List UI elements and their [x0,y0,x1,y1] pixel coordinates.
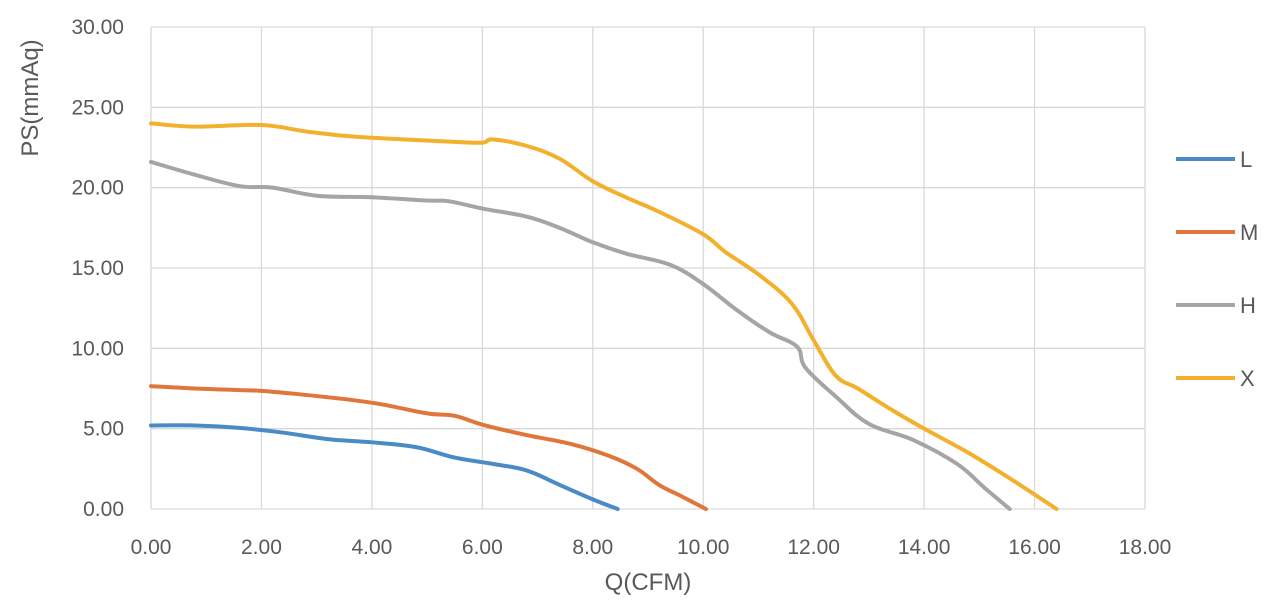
x-tick-label: 10.00 [677,536,730,559]
series-line-l [149,423,620,511]
series-line-m [149,384,708,511]
legend-label-x: X [1240,366,1255,391]
x-tick-label: 14.00 [898,536,951,559]
series-line-h [149,159,1012,511]
x-tick-label: 4.00 [351,536,392,559]
y-tick-label: 30.00 [71,16,124,39]
y-tick-label: 5.00 [83,418,124,441]
x-tick-label: 0.00 [131,536,172,559]
y-tick-label: 25.00 [71,96,124,119]
x-tick-label: 12.00 [787,536,840,559]
x-tick-label: 8.00 [572,536,613,559]
legend-label-m: M [1240,220,1258,245]
y-tick-label: 15.00 [71,257,124,280]
legend-label-h: H [1240,293,1256,318]
x-tick-label: 6.00 [462,536,503,559]
x-axis-title: Q(CFM) [605,569,692,596]
y-axis-ticks: 0.00 5.00 10.00 15.00 20.00 25.00 30.00 [71,16,124,521]
series-lines [149,121,1059,511]
legend: L M H X [1176,147,1258,391]
legend-label-l: L [1240,147,1252,172]
y-tick-label: 0.00 [83,498,124,521]
series-line-x [149,121,1059,511]
y-tick-label: 10.00 [71,337,124,360]
y-axis-title: PS(mmAq) [17,39,44,156]
x-tick-label: 16.00 [1008,536,1061,559]
gridlines [150,26,1146,510]
x-axis-ticks: 0.00 2.00 4.00 6.00 8.00 10.00 12.00 14.00 16.00… [131,536,1172,559]
x-tick-label: 18.00 [1119,536,1172,559]
y-tick-label: 20.00 [71,177,124,200]
x-tick-label: 2.00 [241,536,282,559]
